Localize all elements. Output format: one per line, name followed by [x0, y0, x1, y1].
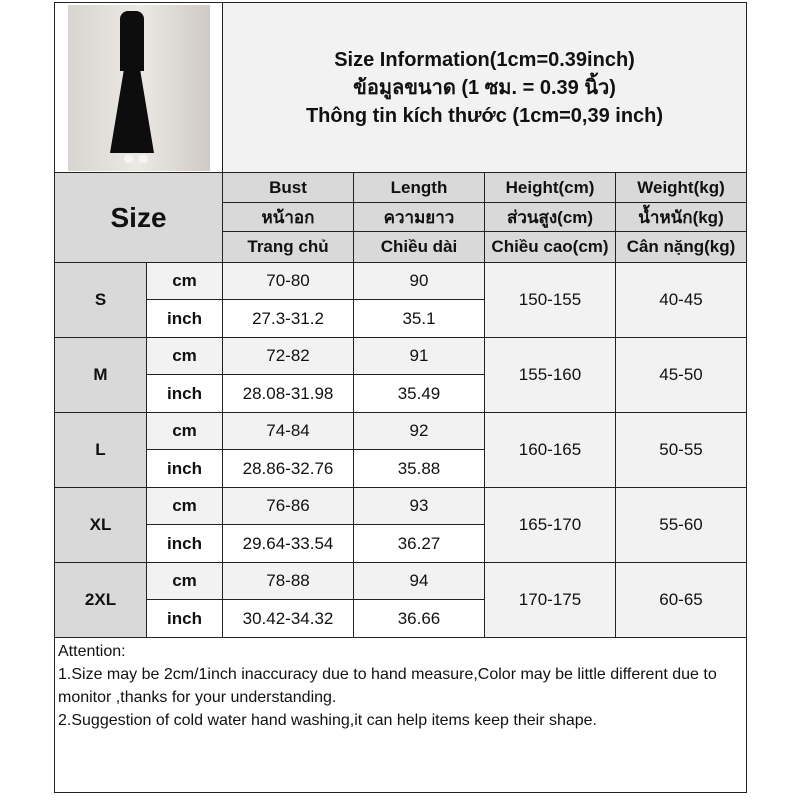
- col-header-th: ความยาว: [353, 202, 485, 232]
- size-row-inch: inch 28.86-32.76 35.88: [55, 449, 747, 488]
- bust-cm: 70-80: [222, 262, 354, 300]
- product-photo: [54, 2, 223, 173]
- length-cm: 94: [353, 562, 485, 600]
- height-range: 165-170: [484, 487, 616, 563]
- col-header-en: Weight(kg): [614, 172, 748, 203]
- col-header-vi: Chiều cao(cm): [484, 231, 616, 263]
- bust-inch: 30.42-34.32: [222, 599, 354, 638]
- height-range: 155-160: [484, 337, 616, 413]
- title-th: ข้อมูลขนาด (1 ซม. = 0.39 นิ้ว): [353, 76, 616, 99]
- bust-cm: 76-86: [222, 487, 354, 525]
- col-header-th: ส่วนสูง(cm): [484, 202, 616, 232]
- col-header-vi: Cân nặng(kg): [614, 231, 748, 263]
- size-row-inch: inch 30.42-34.32 36.66: [55, 599, 747, 638]
- length-inch: 35.1: [353, 299, 485, 338]
- size-row-cm: 2XL cm 78-88 94 170-175 60-65: [54, 562, 748, 638]
- unit-inch: inch: [146, 524, 223, 563]
- size-row-cm: M cm 72-82 91 155-160 45-50: [54, 337, 748, 413]
- unit-inch: inch: [146, 299, 223, 338]
- bust-cm: 74-84: [222, 412, 354, 450]
- unit-inch: inch: [146, 449, 223, 488]
- note-item: 1.Size may be 2cm/1inch inaccuracy due t…: [58, 666, 717, 706]
- col-header-en: Bust: [222, 172, 354, 203]
- size-label: 2XL: [54, 562, 147, 638]
- unit-inch: inch: [146, 599, 223, 638]
- col-header-vi: Trang chủ: [222, 231, 354, 263]
- size-row-inch: inch 28.08-31.98 35.49: [55, 374, 747, 413]
- unit-inch: inch: [146, 374, 223, 413]
- length-cm: 93: [353, 487, 485, 525]
- weight-range: 50-55: [614, 412, 748, 488]
- unit-cm: cm: [146, 412, 223, 450]
- chart-title: Size Information(1cm=0.39inch) ข้อมูลขนา…: [221, 2, 748, 173]
- size-chart-table: Size Information(1cm=0.39inch) ข้อมูลขนา…: [53, 2, 748, 793]
- length-inch: 35.49: [353, 374, 485, 413]
- col-header-vi: Chiều dài: [353, 231, 485, 263]
- unit-cm: cm: [146, 337, 223, 375]
- bust-cm: 78-88: [222, 562, 354, 600]
- model-dress-image: [67, 4, 210, 171]
- title-vi: Thông tin kích thước (1cm=0,39 inch): [305, 104, 664, 127]
- bust-inch: 27.3-31.2: [222, 299, 354, 338]
- bust-inch: 28.86-32.76: [222, 449, 354, 488]
- bust-cm: 72-82: [222, 337, 354, 375]
- height-range: 170-175: [484, 562, 616, 638]
- unit-cm: cm: [146, 562, 223, 600]
- height-range: 150-155: [484, 262, 616, 338]
- length-cm: 92: [353, 412, 485, 450]
- bust-inch: 29.64-33.54: [222, 524, 354, 563]
- weight-range: 40-45: [614, 262, 748, 338]
- col-header-th: น้ำหนัก(kg): [614, 202, 748, 232]
- length-inch: 36.66: [353, 599, 485, 638]
- weight-range: 55-60: [614, 487, 748, 563]
- bust-inch: 28.08-31.98: [222, 374, 354, 413]
- size-row-cm: S cm 70-80 90 150-155 40-45: [54, 262, 748, 338]
- length-cm: 91: [353, 337, 485, 375]
- attention-notes: Attention: 1.Size may be 2cm/1inch inacc…: [53, 637, 748, 793]
- col-header-en: Height(cm): [484, 172, 616, 203]
- title-en: Size Information(1cm=0.39inch): [334, 48, 635, 71]
- size-row-inch: inch 29.64-33.54 36.27: [55, 524, 747, 563]
- size-label: M: [54, 337, 147, 413]
- unit-cm: cm: [146, 487, 223, 525]
- unit-cm: cm: [146, 262, 223, 300]
- size-label: XL: [54, 487, 147, 563]
- col-header-en: Length: [353, 172, 485, 203]
- size-header: Size: [54, 172, 223, 263]
- weight-range: 60-65: [614, 562, 748, 638]
- height-range: 160-165: [484, 412, 616, 488]
- size-label: L: [54, 412, 147, 488]
- size-label: S: [54, 262, 147, 338]
- notes-heading: Attention:: [58, 643, 126, 660]
- size-row-inch: inch 27.3-31.2 35.1: [55, 299, 747, 338]
- length-cm: 90: [353, 262, 485, 300]
- size-row-cm: L cm 74-84 92 160-165 50-55: [54, 412, 748, 488]
- size-row-cm: XL cm 76-86 93 165-170 55-60: [54, 487, 748, 563]
- length-inch: 35.88: [353, 449, 485, 488]
- weight-range: 45-50: [614, 337, 748, 413]
- col-header-th: หน้าอก: [222, 202, 354, 232]
- length-inch: 36.27: [353, 524, 485, 563]
- note-item: 2.Suggestion of cold water hand washing,…: [58, 712, 597, 729]
